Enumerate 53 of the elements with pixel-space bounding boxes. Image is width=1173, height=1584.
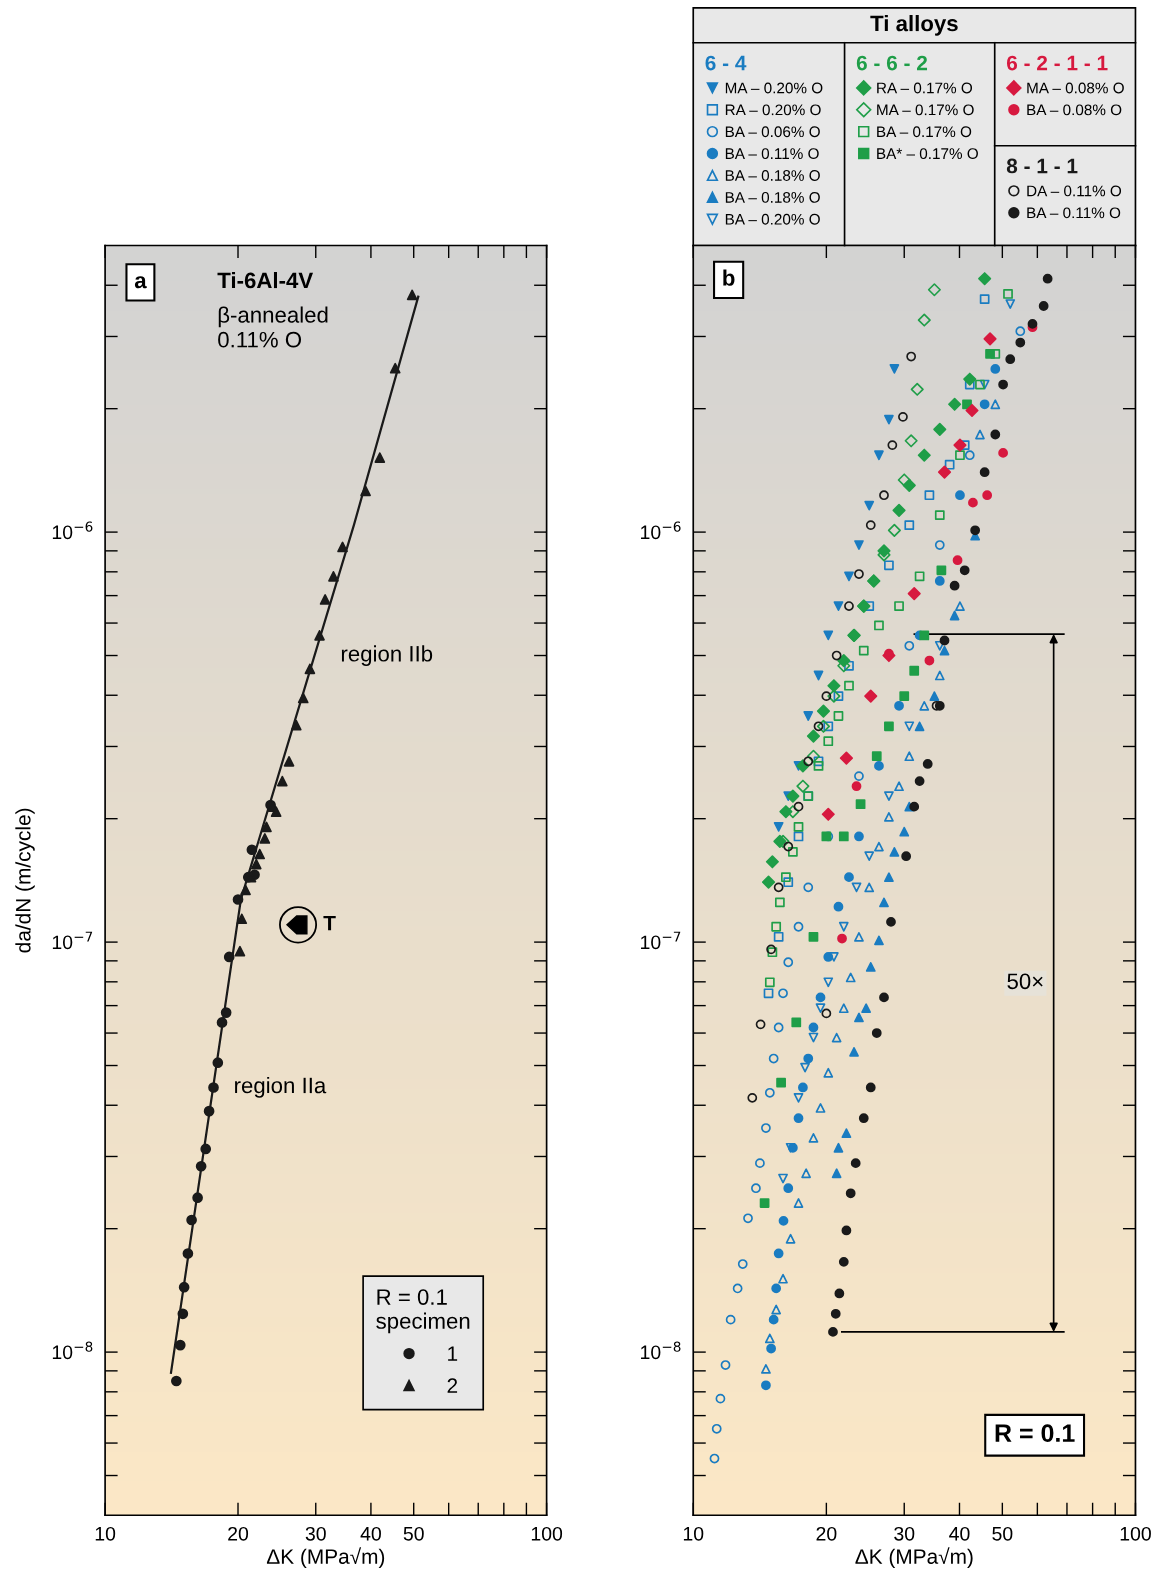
x-tick-label: 40 bbox=[360, 1526, 381, 1541]
x-tick-label: 20 bbox=[816, 1526, 837, 1541]
text: 8 - 1 - 1 bbox=[1006, 158, 1078, 174]
annotation: b bbox=[723, 269, 735, 286]
legend-label: BA – 0.20% O bbox=[725, 213, 820, 225]
legend-label: MA – 0.08% O bbox=[1027, 82, 1124, 94]
x-tick-label: 100 bbox=[1120, 1526, 1151, 1541]
x-tick-label: 40 bbox=[949, 1526, 970, 1541]
x-tick-label: 100 bbox=[531, 1526, 563, 1541]
x-tick-label: 30 bbox=[305, 1526, 326, 1541]
x-axis-title: ΔK (MPa√m) bbox=[855, 1547, 973, 1569]
legend-label: MA – 0.20% O bbox=[725, 82, 823, 94]
x-tick-label: 30 bbox=[894, 1526, 915, 1541]
legend-label: MA – 0.17% O bbox=[877, 104, 974, 116]
annotation: T bbox=[323, 915, 336, 931]
y-tick-label: 10$^{−6}$ bbox=[641, 521, 681, 540]
legend-title: R = 0.1 specimen bbox=[376, 1289, 470, 1334]
x-tick-label: 20 bbox=[228, 1526, 249, 1541]
x-axis-title: ΔK (MPa√m) bbox=[266, 1547, 385, 1569]
annotation: region IIb bbox=[341, 645, 433, 666]
text: Ti-6Al-4V bbox=[217, 271, 314, 289]
legend-label: 1 bbox=[448, 1346, 458, 1361]
annotation: region IIa bbox=[235, 1077, 327, 1098]
legend-label: BA – 0.17% O bbox=[877, 126, 972, 138]
y-axis-title: da/dN (m/cycle) bbox=[15, 808, 35, 953]
legend-label: BA – 0.11% O bbox=[1027, 207, 1121, 219]
legend-label: BA – 0.18% O bbox=[725, 191, 820, 203]
y-tick-label: 10$^{−6}$ bbox=[52, 521, 93, 540]
y-tick-label: 10$^{−8}$ bbox=[52, 1341, 93, 1360]
text: 6 - 4 bbox=[705, 55, 747, 71]
legend-label: DA – 0.11% O bbox=[1027, 185, 1122, 197]
legend-label: RA – 0.17% O bbox=[877, 82, 973, 94]
y-tick-label: 10$^{−7}$ bbox=[641, 931, 681, 950]
legend-title: Ti alloys bbox=[870, 14, 958, 36]
text: 6 - 2 - 1 - 1 bbox=[1006, 55, 1108, 71]
legend-label: BA – 0.06% O bbox=[725, 126, 820, 138]
text: β-annealed 0.11% O bbox=[218, 306, 328, 348]
text: 6 - 6 - 2 bbox=[856, 55, 928, 71]
x-tick-label: 10 bbox=[683, 1526, 704, 1541]
x-tick-label: 50 bbox=[992, 1526, 1013, 1541]
legend-label: BA – 0.18% O bbox=[725, 170, 820, 181]
y-tick-label: 10$^{−7}$ bbox=[52, 931, 93, 950]
legend-label: RA – 0.20% O bbox=[725, 104, 821, 116]
legend-label: BA* – 0.17% O bbox=[877, 148, 978, 160]
x-tick-label: 50 bbox=[403, 1526, 424, 1541]
annotation: a bbox=[134, 276, 147, 289]
legend-label: 2 bbox=[447, 1378, 458, 1393]
x-tick-label: 10 bbox=[95, 1526, 116, 1541]
annotation: R = 0.1 bbox=[995, 1424, 1075, 1442]
legend-label: BA – 0.08% O bbox=[1027, 104, 1122, 116]
legend-label: BA – 0.11% O bbox=[725, 148, 819, 160]
annotation: 50× bbox=[1007, 973, 1043, 990]
y-tick-label: 10$^{−8}$ bbox=[641, 1341, 681, 1360]
